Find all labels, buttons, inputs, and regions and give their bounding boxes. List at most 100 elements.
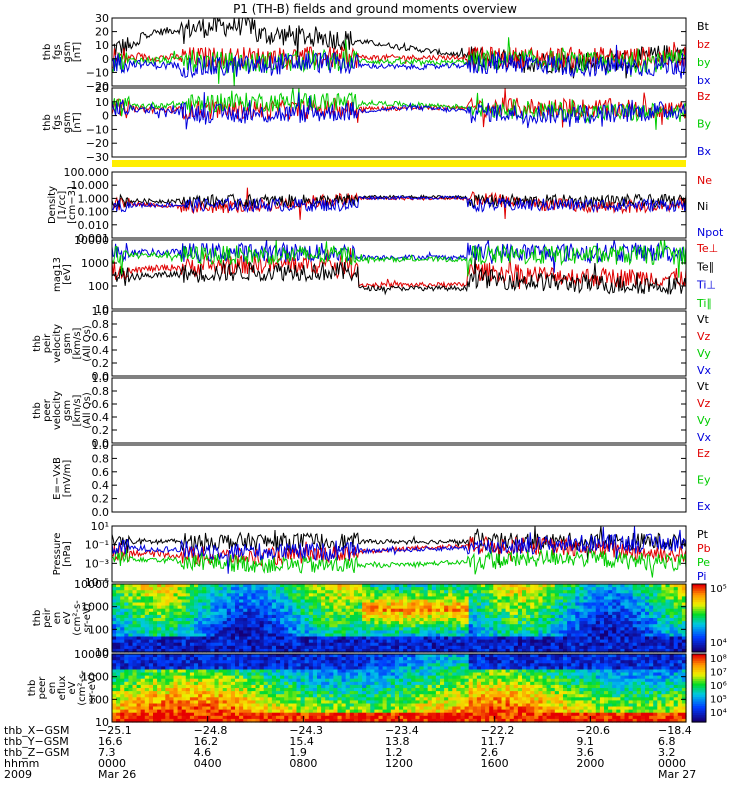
spectrogram-cell: [513, 621, 519, 625]
spectrogram-cell: [243, 608, 248, 613]
spectrogram-cell: [362, 624, 367, 628]
spectrogram-cell: [632, 596, 638, 601]
spectrogram-cell: [300, 678, 306, 683]
spectrogram-cell: [173, 648, 179, 653]
spectrogram-cell: [378, 691, 384, 695]
spectrogram-cell: [530, 627, 535, 631]
spectrogram-cell: [472, 636, 478, 641]
spectrogram-cell: [431, 648, 437, 653]
spectrogram-cell: [243, 715, 248, 720]
spectrogram-cell: [411, 618, 416, 622]
spectrogram-cell: [411, 648, 416, 653]
spectrogram-cell: [112, 584, 117, 588]
spectrogram-cell: [136, 590, 142, 594]
spectrogram-cell: [394, 639, 400, 644]
spectrogram-cell: [645, 630, 650, 635]
spectrogram-cell: [628, 596, 634, 601]
spectrogram-cell: [247, 675, 252, 680]
spectrogram-cell: [239, 611, 244, 616]
spectrogram-cell: [202, 605, 207, 610]
spectrogram-cell: [394, 599, 400, 604]
spectrogram-cell: [632, 621, 638, 625]
spectrogram-cell: [173, 608, 179, 613]
spectrogram-cell: [349, 672, 355, 677]
spectrogram-cell: [267, 630, 273, 635]
spectrogram-cell: [296, 621, 302, 625]
spectrogram-cell: [362, 694, 367, 698]
spectrogram-cell: [394, 657, 400, 661]
spectrogram-cell: [452, 593, 457, 597]
spectrogram-cell: [185, 672, 191, 677]
spectrogram-cell: [366, 694, 371, 698]
spectrogram-cell: [116, 700, 121, 705]
spectrogram-cell: [210, 669, 216, 674]
spectrogram-cell: [394, 700, 400, 705]
spectrogram-cell: [329, 602, 334, 607]
spectrogram-cell: [333, 608, 339, 613]
spectrogram-cell: [497, 642, 503, 647]
spectrogram-cell: [612, 642, 617, 647]
spectrogram-cell: [423, 584, 429, 588]
spectrogram-cell: [612, 614, 617, 619]
spectrogram-cell: [300, 688, 306, 692]
spectrogram-cell: [448, 627, 453, 631]
spectrogram-cell: [148, 681, 154, 686]
spectrogram-cell: [530, 645, 535, 650]
spectrogram-cell: [485, 624, 490, 628]
spectrogram-cell: [653, 633, 658, 638]
spectrogram-cell: [382, 630, 388, 635]
spectrogram-cell: [448, 587, 453, 591]
spectrogram-cell: [169, 715, 175, 720]
spectrogram-cell: [112, 660, 117, 664]
spectrogram-cell: [476, 642, 482, 647]
spectrogram-cell: [341, 709, 347, 714]
spectrogram-cell: [181, 639, 187, 644]
spectrogram-cell: [157, 672, 162, 677]
spectrogram-cell: [177, 611, 183, 616]
spectrogram-cell: [317, 678, 322, 683]
spectrogram-cell: [534, 608, 539, 613]
spectrogram-cell: [378, 654, 384, 658]
spectrogram-cell: [251, 621, 257, 625]
spectrogram-cell: [661, 633, 667, 638]
spectrogram-cell: [161, 706, 166, 711]
spectrogram-cell: [124, 678, 129, 683]
spectrogram-cell: [214, 590, 220, 594]
spectrogram-cell: [198, 624, 203, 628]
spectrogram-cell: [366, 703, 371, 708]
spectrogram-cell: [374, 587, 380, 591]
spectrogram-cell: [124, 614, 129, 619]
panel-frame: [111, 525, 687, 583]
spectrogram-cell: [476, 611, 482, 616]
spectrogram-cell: [595, 608, 601, 613]
spectrogram-cell: [435, 636, 441, 641]
spectrogram-cell: [509, 611, 515, 616]
spectrogram-cell: [308, 678, 314, 683]
spectrogram-cell: [649, 602, 654, 607]
spectrogram-cell: [177, 627, 183, 631]
y-tick-label: 10: [95, 96, 109, 109]
spectrogram-cell: [198, 700, 203, 705]
spectrogram-cell: [530, 624, 535, 628]
spectrogram-cell: [132, 608, 138, 613]
spectrogram-cell: [628, 648, 634, 653]
spectrogram-cell: [210, 703, 216, 708]
spectrogram-cell: [550, 596, 556, 601]
spectrogram-cell: [349, 618, 355, 622]
spectrogram-cell: [575, 642, 580, 647]
spectrogram-cell: [349, 697, 355, 701]
spectrogram-cell: [554, 599, 560, 604]
spectrogram-cell: [464, 633, 470, 638]
spectrogram-cell: [440, 633, 445, 638]
spectrogram-cell: [632, 611, 638, 616]
spectrogram-cell: [263, 660, 269, 664]
spectrogram-cell: [624, 590, 630, 594]
spectrogram-cell: [681, 621, 687, 625]
spectrogram-cell: [329, 587, 334, 591]
spectrogram-cell: [128, 678, 134, 683]
spectrogram-cell: [353, 654, 359, 658]
spectrogram-cell: [403, 675, 408, 680]
y-axis-label-line: sr-eV): [82, 603, 93, 632]
spectrogram-cell: [337, 660, 343, 664]
spectrogram-cell: [206, 684, 211, 689]
